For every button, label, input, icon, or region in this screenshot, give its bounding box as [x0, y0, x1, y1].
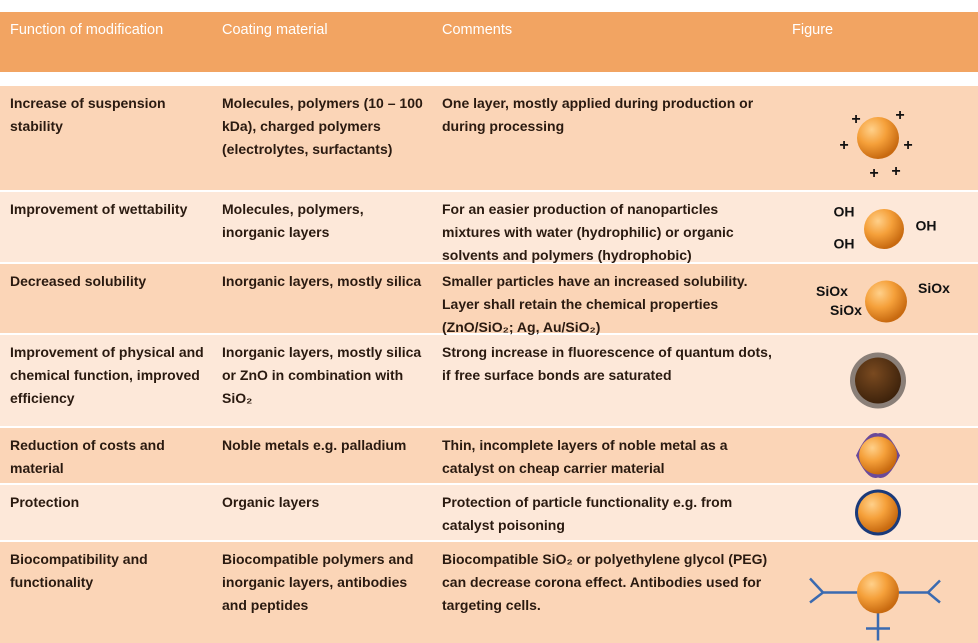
- sphere: [857, 571, 899, 614]
- table-cell: For an easier production of nanoparticle…: [442, 201, 734, 263]
- table-cell: Decreased solubility: [10, 273, 147, 289]
- table-cell: Improvement of wettability: [10, 201, 188, 217]
- figure-label: OH: [916, 218, 937, 234]
- table-cell: One layer, mostly applied during product…: [442, 95, 754, 134]
- shape: [855, 357, 901, 404]
- figure-label: OH: [834, 204, 855, 220]
- table-cell: Smaller particles have an increased solu…: [442, 273, 748, 335]
- header-cell: Function of modification: [10, 22, 164, 38]
- table-cell: Thin, incomplete layers of noble metal a…: [442, 437, 728, 476]
- table-cell: Improvement of physical and chemical fun…: [10, 344, 204, 406]
- table-cell: Biocompatibility and functionality: [10, 551, 148, 590]
- figure: + ++ ++ +: [839, 107, 912, 182]
- table-cell: Increase of suspension stability: [10, 95, 166, 134]
- figure: OH OH OH: [834, 204, 937, 252]
- header-band: [0, 12, 978, 72]
- figure-label: +: [839, 137, 848, 154]
- table-cell: Biocompatible polymers and inorganic lay…: [222, 551, 414, 613]
- header-cell: Coating material: [222, 22, 328, 38]
- table-cell: Reduction of costs and material: [10, 437, 165, 476]
- table-cell: Organic layers: [222, 494, 320, 510]
- header-cell: Figure: [792, 22, 834, 38]
- figure-label: +: [895, 107, 904, 124]
- table-cell: Biocompatible SiO₂ or polyethylene glyco…: [442, 551, 768, 613]
- figure-label: +: [851, 111, 860, 128]
- table-cell: Strong increase in fluorescence of quant…: [442, 344, 772, 383]
- sphere: [865, 280, 907, 323]
- figure: SiOx SiOx SiOx: [816, 280, 950, 323]
- sphere: [864, 209, 904, 249]
- table-cell: Molecules, polymers (10 – 100 kDa), char…: [222, 95, 423, 157]
- figure-label: SiOx: [918, 280, 950, 296]
- sphere: [858, 492, 898, 533]
- figure: [855, 489, 901, 536]
- figure-label: SiOx: [830, 302, 862, 318]
- table-cell: Molecules, polymers, inorganic layers: [222, 201, 364, 240]
- row-band: [0, 542, 978, 643]
- row-band: [0, 485, 978, 540]
- header-cell: Comments: [442, 22, 513, 38]
- figure: [856, 432, 900, 479]
- figure-label: +: [891, 163, 900, 180]
- shape: [809, 577, 941, 641]
- figure-label: SiOx: [816, 283, 848, 299]
- table-cell: Inorganic layers, mostly silica or ZnO i…: [222, 344, 422, 406]
- sphere: [857, 117, 899, 159]
- table-cell: Protection of particle functionality e.g…: [442, 494, 733, 533]
- sphere: [859, 436, 897, 475]
- table-cell: Inorganic layers, mostly silica: [222, 273, 422, 289]
- figure-label: +: [869, 165, 878, 182]
- row-band: [0, 335, 978, 426]
- row-band: [0, 428, 978, 483]
- figure-label: +: [903, 137, 912, 154]
- table-cell: Noble metals e.g. palladium: [222, 437, 407, 453]
- table-cell: Protection: [10, 494, 80, 510]
- figure-label: OH: [834, 236, 855, 252]
- figure: [850, 352, 906, 409]
- row-band: [0, 86, 978, 190]
- figure: [809, 571, 941, 641]
- row-band: [0, 264, 978, 333]
- row-band: [0, 192, 978, 262]
